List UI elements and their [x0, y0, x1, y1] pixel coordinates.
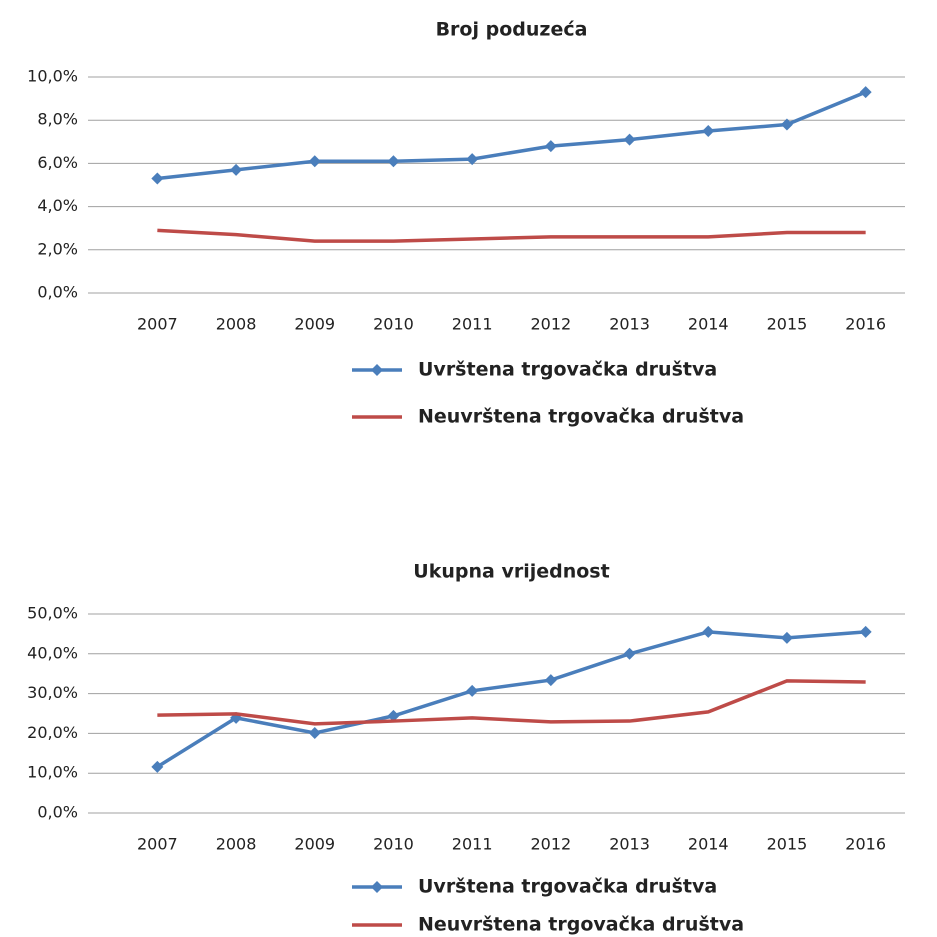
- y-tick-label: 0,0%: [37, 803, 78, 822]
- legend-label: Neuvrštena trgovačka društva: [418, 406, 744, 428]
- x-tick-label: 2013: [609, 315, 650, 334]
- point-marker: [308, 155, 321, 168]
- x-tick-label: 2016: [845, 835, 886, 854]
- x-tick-label: 2013: [609, 835, 650, 854]
- legend-marker: [371, 364, 383, 376]
- x-tick-label: 2009: [294, 315, 335, 334]
- point-marker: [544, 140, 557, 153]
- y-tick-label: 50,0%: [27, 604, 78, 623]
- point-marker: [859, 625, 872, 638]
- x-tick-label: 2009: [294, 835, 335, 854]
- point-marker: [623, 133, 636, 146]
- series-line: [157, 228, 866, 243]
- x-tick-label: 2008: [216, 835, 257, 854]
- series-line: [156, 630, 866, 769]
- x-tick-label: 2014: [688, 835, 729, 854]
- legend-label: Uvrštena trgovačka društva: [418, 359, 717, 381]
- x-tick-label: 2015: [767, 835, 808, 854]
- x-tick-label: 2015: [767, 315, 808, 334]
- y-tick-label: 10,0%: [27, 67, 78, 86]
- y-tick-label: 30,0%: [27, 683, 78, 702]
- point-marker: [859, 86, 872, 99]
- point-marker: [151, 760, 164, 773]
- x-tick-label: 2007: [137, 835, 178, 854]
- legend-label: Neuvrštena trgovačka društva: [418, 914, 744, 936]
- x-tick-label: 2012: [530, 835, 571, 854]
- series-line: [157, 679, 866, 726]
- legend-label: Uvrštena trgovačka društva: [418, 876, 717, 898]
- point-marker: [780, 631, 793, 644]
- point-marker: [544, 674, 557, 687]
- chart-title: Ukupna vrijednost: [413, 561, 609, 583]
- series-line: [157, 90, 867, 181]
- legend-marker: [371, 881, 383, 893]
- x-tick-label: 2011: [452, 835, 493, 854]
- y-tick-label: 10,0%: [27, 763, 78, 782]
- x-tick-label: 2007: [137, 315, 178, 334]
- y-tick-label: 0,0%: [37, 283, 78, 302]
- point-marker: [623, 647, 636, 660]
- point-marker: [387, 155, 400, 168]
- y-tick-label: 4,0%: [37, 196, 78, 215]
- point-marker: [230, 163, 243, 176]
- x-tick-label: 2012: [530, 315, 571, 334]
- y-tick-label: 6,0%: [37, 153, 78, 172]
- y-tick-label: 20,0%: [27, 723, 78, 742]
- y-tick-label: 8,0%: [37, 110, 78, 129]
- x-tick-label: 2014: [688, 315, 729, 334]
- point-marker: [780, 118, 793, 131]
- x-tick-label: 2016: [845, 315, 886, 334]
- y-tick-label: 2,0%: [37, 239, 78, 258]
- point-marker: [702, 125, 715, 137]
- x-tick-label: 2010: [373, 835, 414, 854]
- point-marker: [466, 153, 479, 166]
- point-marker: [466, 684, 479, 697]
- point-marker: [151, 172, 164, 185]
- chart-title: Broj poduzeća: [436, 19, 588, 41]
- y-tick-label: 40,0%: [27, 643, 78, 662]
- x-tick-label: 2010: [373, 315, 414, 334]
- point-marker: [308, 727, 321, 740]
- point-marker: [702, 625, 715, 638]
- x-tick-label: 2011: [452, 315, 493, 334]
- x-tick-label: 2008: [216, 315, 257, 334]
- point-marker: [387, 709, 400, 722]
